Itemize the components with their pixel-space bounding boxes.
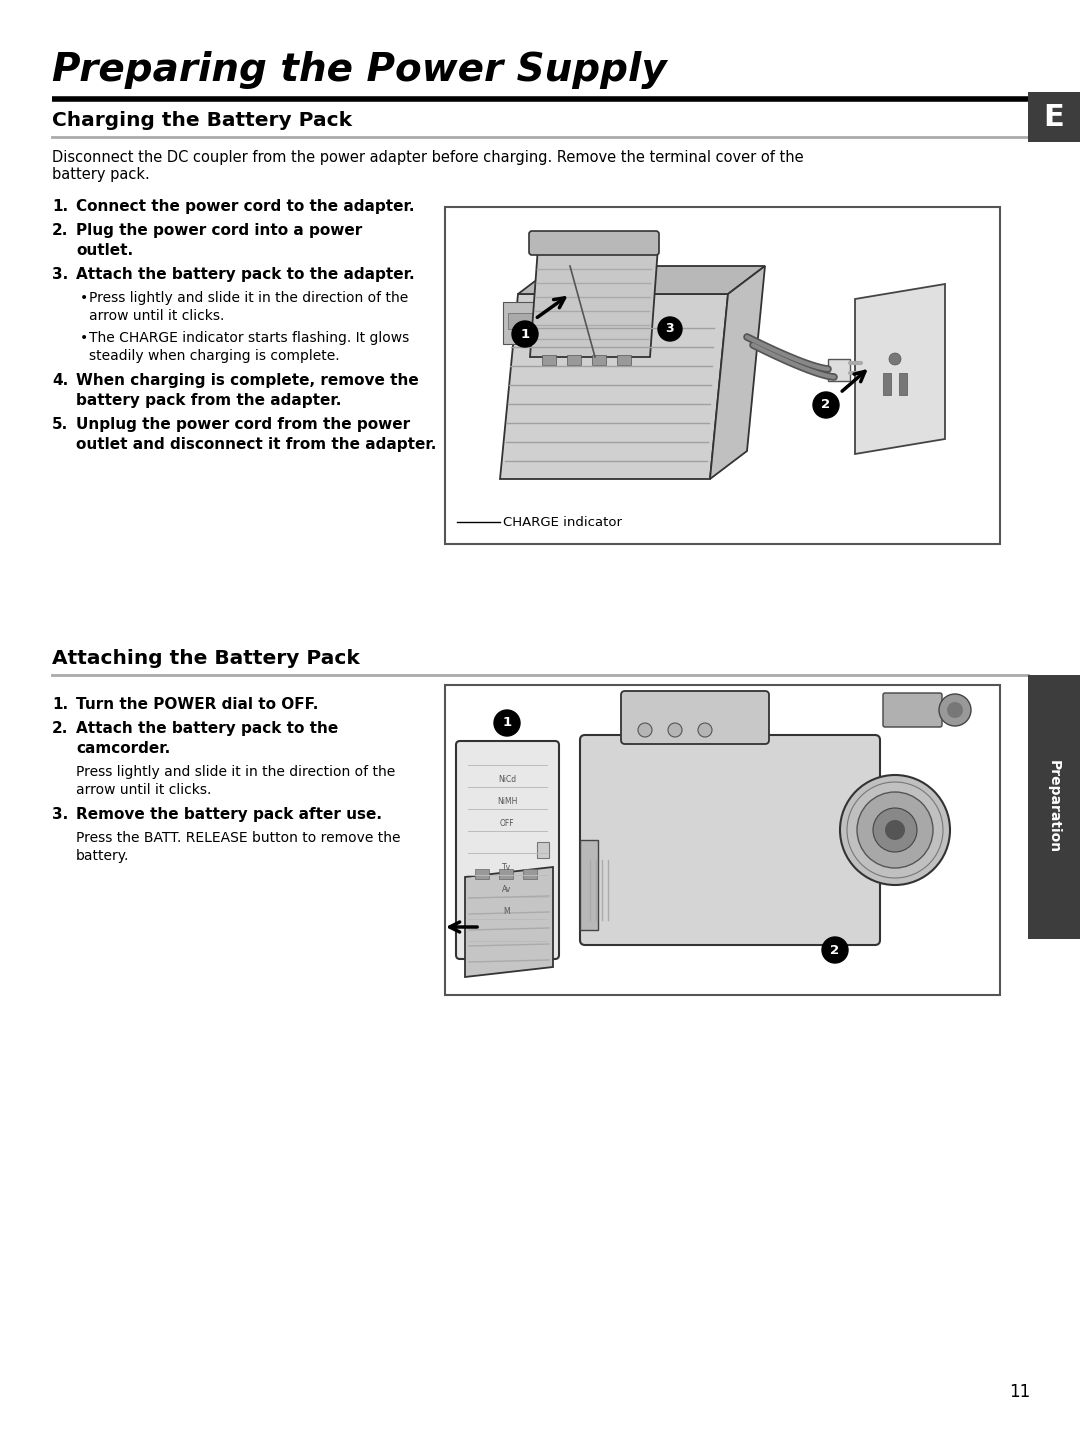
Bar: [523, 869, 537, 879]
Text: Charging the Battery Pack: Charging the Battery Pack: [52, 111, 352, 130]
Text: 1.: 1.: [52, 696, 68, 712]
Text: Preparing the Power Supply: Preparing the Power Supply: [52, 50, 666, 89]
Text: 2: 2: [831, 944, 839, 957]
Text: Turn the POWER dial to OFF.: Turn the POWER dial to OFF.: [76, 696, 319, 712]
Circle shape: [873, 809, 917, 852]
Text: 1: 1: [521, 328, 529, 341]
Text: 2.: 2.: [52, 721, 68, 735]
Text: Unplug the power cord from the power: Unplug the power cord from the power: [76, 417, 410, 432]
Text: 3.: 3.: [52, 268, 68, 282]
Bar: [499, 869, 513, 879]
Bar: [445, 207, 1000, 544]
FancyBboxPatch shape: [580, 735, 880, 945]
Text: •: •: [80, 331, 89, 345]
Bar: [1028, 675, 1080, 940]
Text: Attaching the Battery Pack: Attaching the Battery Pack: [52, 649, 360, 668]
Text: Plug the power cord into a power: Plug the power cord into a power: [76, 223, 362, 237]
Text: Remove the battery pack after use.: Remove the battery pack after use.: [76, 807, 382, 822]
Bar: [567, 355, 581, 366]
Polygon shape: [500, 294, 728, 479]
Text: 4.: 4.: [52, 373, 68, 389]
Circle shape: [947, 702, 963, 718]
Text: 1.: 1.: [52, 199, 68, 214]
Text: 5.: 5.: [52, 417, 68, 432]
Text: arrow until it clicks.: arrow until it clicks.: [89, 309, 225, 322]
Circle shape: [669, 722, 681, 737]
Circle shape: [858, 791, 933, 868]
Text: arrow until it clicks.: arrow until it clicks.: [76, 783, 212, 797]
Text: battery.: battery.: [76, 849, 130, 863]
Text: Press the BATT. RELEASE button to remove the: Press the BATT. RELEASE button to remove…: [76, 830, 401, 845]
Polygon shape: [465, 868, 553, 977]
Circle shape: [813, 391, 839, 417]
Polygon shape: [855, 283, 945, 453]
Text: Tv: Tv: [502, 862, 512, 872]
Text: 3.: 3.: [52, 807, 68, 822]
Text: 11: 11: [1010, 1383, 1030, 1402]
Bar: [592, 355, 606, 366]
Bar: [899, 373, 907, 394]
Text: •: •: [80, 291, 89, 305]
Circle shape: [939, 694, 971, 727]
Text: steadily when charging is complete.: steadily when charging is complete.: [89, 350, 339, 363]
Bar: [580, 840, 598, 930]
Text: When charging is complete, remove the: When charging is complete, remove the: [76, 373, 419, 389]
Circle shape: [638, 722, 652, 737]
Circle shape: [840, 776, 950, 885]
Circle shape: [885, 820, 905, 840]
Polygon shape: [518, 266, 765, 294]
Text: 1: 1: [502, 717, 512, 730]
Bar: [883, 373, 891, 394]
Text: Connect the power cord to the adapter.: Connect the power cord to the adapter.: [76, 199, 415, 214]
Text: Av: Av: [502, 885, 512, 894]
Text: Press lightly and slide it in the direction of the: Press lightly and slide it in the direct…: [89, 291, 408, 305]
Bar: [537, 842, 549, 858]
Text: battery pack.: battery pack.: [52, 167, 150, 181]
Text: 3: 3: [665, 322, 674, 335]
Circle shape: [822, 937, 848, 963]
Bar: [475, 869, 489, 879]
Bar: [445, 685, 1000, 994]
FancyBboxPatch shape: [456, 741, 559, 958]
Bar: [503, 302, 588, 344]
Text: 2: 2: [822, 399, 831, 412]
Bar: [828, 358, 850, 381]
Text: outlet.: outlet.: [76, 243, 133, 258]
Bar: [540, 266, 630, 272]
Polygon shape: [710, 266, 765, 479]
Text: Press lightly and slide it in the direction of the: Press lightly and slide it in the direct…: [76, 766, 395, 778]
Circle shape: [494, 709, 519, 735]
Text: E: E: [1043, 102, 1065, 131]
Text: 2.: 2.: [52, 223, 68, 237]
Text: OFF: OFF: [500, 819, 514, 827]
Text: M: M: [503, 907, 511, 915]
Polygon shape: [530, 248, 658, 357]
Text: Disconnect the DC coupler from the power adapter before charging. Remove the ter: Disconnect the DC coupler from the power…: [52, 150, 804, 165]
FancyBboxPatch shape: [883, 694, 942, 727]
Text: CHARGE indicator: CHARGE indicator: [503, 515, 622, 528]
Text: Attach the battery pack to the: Attach the battery pack to the: [76, 721, 338, 735]
Text: Preparation: Preparation: [1047, 760, 1061, 853]
Text: The CHARGE indicator starts flashing. It glows: The CHARGE indicator starts flashing. It…: [89, 331, 409, 345]
Bar: [617, 355, 631, 366]
Circle shape: [698, 722, 712, 737]
Text: battery pack from the adapter.: battery pack from the adapter.: [76, 393, 341, 409]
Bar: [542, 355, 556, 366]
FancyBboxPatch shape: [529, 232, 659, 255]
Bar: [508, 314, 543, 330]
Text: NiMH: NiMH: [497, 797, 517, 806]
Text: outlet and disconnect it from the adapter.: outlet and disconnect it from the adapte…: [76, 437, 436, 452]
Text: Attach the battery pack to the adapter.: Attach the battery pack to the adapter.: [76, 268, 415, 282]
Text: NiCd: NiCd: [498, 774, 516, 783]
Circle shape: [658, 317, 681, 341]
Text: camcorder.: camcorder.: [76, 741, 171, 755]
Bar: [1028, 92, 1080, 142]
Circle shape: [512, 321, 538, 347]
Circle shape: [889, 353, 901, 366]
Circle shape: [550, 317, 561, 327]
FancyBboxPatch shape: [621, 691, 769, 744]
